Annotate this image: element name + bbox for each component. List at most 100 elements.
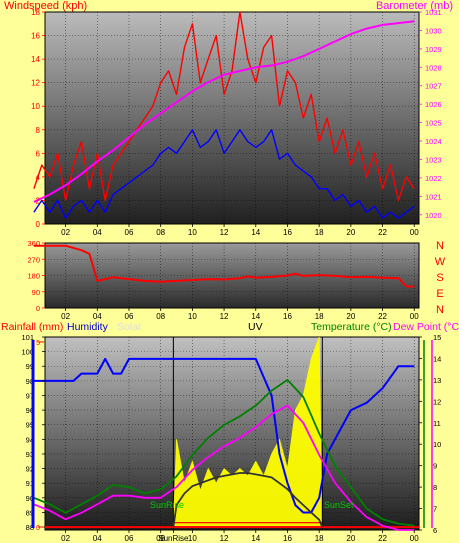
y-tick-label: 99 — [26, 362, 34, 371]
x-tick-label: 20 — [346, 312, 355, 321]
y-tick-label: 91 — [26, 479, 34, 488]
x-tick-label: 16 — [283, 228, 292, 237]
wind-direction-line — [33, 244, 415, 288]
x-tick-label: 00 — [410, 312, 419, 321]
x-tick-label: 02 — [61, 312, 70, 321]
y-tick-label: 101 — [21, 333, 34, 342]
y2-tick-label: 1020 — [425, 211, 442, 220]
y2-tick-label: 11 — [433, 419, 441, 428]
y-tick-label: 88 — [26, 523, 34, 532]
y2-tick-label: 1023 — [425, 155, 442, 164]
gust-line — [33, 11, 415, 202]
y2-tick-label: 1026 — [425, 100, 442, 109]
y2-tick-label: 8 — [433, 483, 437, 492]
x-tick-label: 00 — [410, 534, 419, 543]
x-tick-label: 00 — [410, 228, 419, 237]
x-tick-label: 14 — [251, 228, 260, 237]
wind-barometer-panel: 02 04 06 08 10 12 14 16 18 20 22 000246810121416181… — [4, 0, 453, 237]
y-tick-label: 16 — [31, 32, 40, 41]
y-tick-label: 100 — [21, 348, 34, 357]
weather-series — [33, 336, 419, 531]
x-tick-label: 12 — [220, 534, 229, 543]
x-tick-label: 16 — [283, 312, 292, 321]
x-tick-label: 18 — [315, 534, 324, 543]
x-tick-label: 22 — [378, 228, 387, 237]
y2-tick-label: 1025 — [425, 119, 442, 128]
compass-label-e: E — [436, 288, 443, 300]
y-tick-label: 270 — [27, 255, 40, 264]
y2-tick-label: 6 — [433, 526, 437, 535]
x-tick-label: 22 — [378, 534, 387, 543]
uv-line — [172, 472, 324, 528]
x-tick-label: 12 — [220, 312, 229, 321]
y-tick-label: 92 — [26, 465, 34, 474]
rainfall-axis-title: Rainfall (mm) — [1, 321, 63, 333]
x-tick-label: 18 — [315, 312, 324, 321]
x-tick-label: 10 — [188, 228, 197, 237]
y-tick-label: 10 — [31, 102, 40, 111]
dew_point-line — [33, 404, 415, 531]
x-tick-label: 14 — [251, 534, 260, 543]
y-tick-label: 18 — [31, 8, 40, 17]
x-tick-label: 12 — [220, 228, 229, 237]
temperature-axis-title: Temperature (°C) — [311, 321, 392, 333]
x-tick-label: 16 — [283, 534, 292, 543]
y-tick-label: 89 — [26, 508, 34, 517]
compass-label-n: N — [436, 240, 444, 252]
x-tick-label: 06 — [125, 228, 134, 237]
x-tick-label: 04 — [93, 312, 102, 321]
x-tick-label: 06 — [125, 534, 134, 543]
y2-tick-label: 1031 — [425, 8, 442, 17]
y2-tick-label: 7 — [433, 505, 437, 514]
y2-tick-label: 1027 — [425, 82, 442, 91]
uv-axis-title: UV — [248, 321, 263, 333]
x-tick-label: 22 — [378, 312, 387, 321]
y-tick-label: 96 — [26, 406, 34, 415]
x-tick-label: 08 — [156, 534, 165, 543]
compass-label-w: W — [435, 256, 446, 268]
y-tick-label: 14 — [31, 55, 40, 64]
x-tick-label: 04 — [93, 228, 102, 237]
barometer-axis-title: Barometer (mb) — [376, 0, 453, 12]
wind-grid — [45, 11, 419, 225]
dewpoint-axis-title: Dew Point (°C) — [393, 321, 459, 333]
y-tick-label: 2 — [36, 196, 41, 205]
x-tick-label: 14 — [251, 312, 260, 321]
y2-tick-label: 1024 — [425, 137, 442, 146]
wind-plot-area — [45, 12, 419, 224]
rainfall-tick-label: 5 — [36, 340, 40, 347]
y-tick-label: 94 — [26, 435, 34, 444]
x-tick-label: 02 — [61, 534, 70, 543]
y2-tick-label: 10 — [433, 440, 441, 449]
y-tick-label: 0 — [36, 220, 41, 229]
x-tick-label: 18 — [315, 228, 324, 237]
x-tick-label: 08 — [156, 312, 165, 321]
y2-tick-label: 1029 — [425, 45, 442, 54]
x-tick-label: 02 — [61, 228, 70, 237]
x-tick-label: 06 — [125, 312, 134, 321]
barometer-line — [33, 20, 415, 203]
y-tick-label: 93 — [26, 450, 34, 459]
x-tick-label: 20 — [346, 534, 355, 543]
wind-tick-labels: 02 04 06 08 10 12 14 16 18 20 22 000246810121416181… — [31, 8, 442, 237]
y2-tick-label: 1030 — [425, 26, 442, 35]
y2-tick-label: 13 — [433, 376, 441, 385]
y2-tick-label: 1021 — [425, 192, 442, 201]
y2-tick-label: 1028 — [425, 63, 442, 72]
compass-label-n: N — [436, 304, 444, 316]
y-tick-label: 98 — [26, 377, 34, 386]
x-tick-label: 10 — [188, 534, 197, 543]
y-tick-label: 180 — [27, 272, 40, 281]
temperature-line — [33, 378, 415, 527]
direction-grid — [45, 242, 419, 309]
sunset-label: SunSet — [324, 500, 354, 510]
compass-label-s: S — [436, 272, 443, 284]
y2-tick-label: 15 — [433, 333, 441, 342]
wind-series — [33, 11, 415, 219]
x-tick-label: SunRise — [158, 534, 189, 543]
y-tick-label: 4 — [36, 173, 41, 182]
humidity-line — [33, 357, 415, 514]
